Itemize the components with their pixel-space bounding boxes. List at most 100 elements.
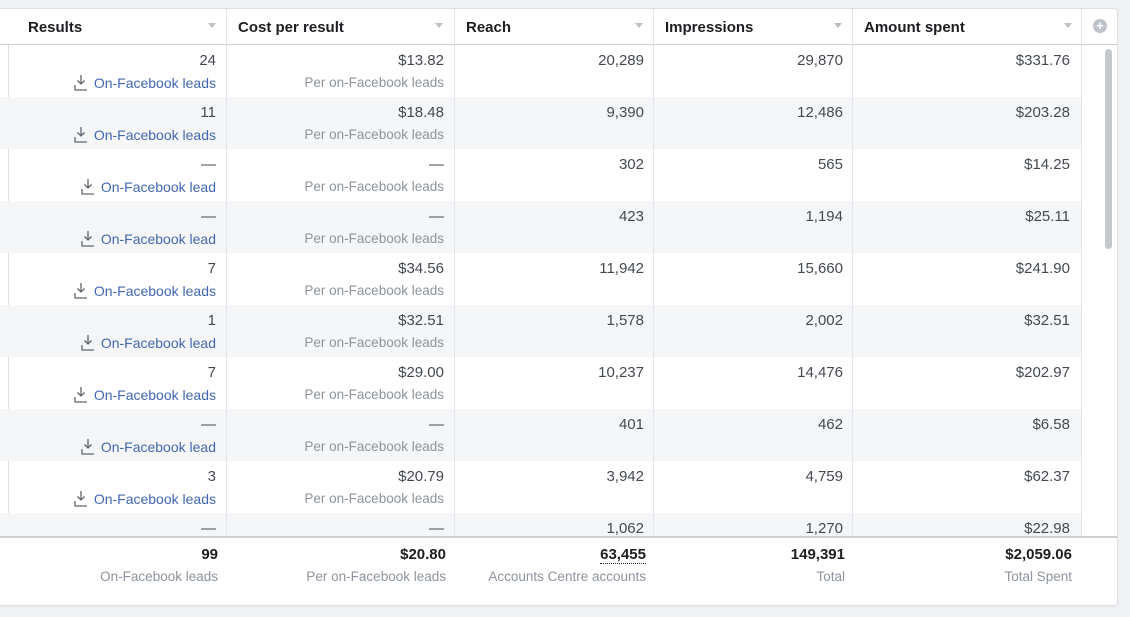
cell-cost-per-result: $29.00 Per on-Facebook leads (228, 357, 454, 409)
table-row[interactable]: — On-Facebook lead — Per on-Facebook leads… (0, 201, 1081, 253)
cost-per-result-subtext: Per on-Facebook leads (304, 283, 444, 298)
result-type-link[interactable]: On-Facebook lead (80, 178, 216, 196)
column-divider (653, 9, 654, 605)
cost-per-result-subtext: Per on-Facebook leads (304, 387, 444, 402)
table-row[interactable]: 7 On-Facebook leads $29.00 Per on-Facebook… (0, 357, 1081, 409)
total-results-label: On-Facebook leads (100, 569, 218, 584)
impressions-value: 1,270 (805, 520, 843, 536)
cell-cost-per-result: — Per on-Facebook leads (228, 409, 454, 461)
cost-per-result-value: $18.48 (398, 104, 444, 121)
cell-amount-spent: $25.11 (854, 201, 1080, 253)
sort-caret-icon[interactable] (635, 23, 643, 28)
amount-spent-value: $202.97 (1015, 364, 1070, 381)
plus-circle-icon[interactable]: + (1093, 19, 1107, 33)
cost-per-result-subtext: Per on-Facebook leads (304, 335, 444, 350)
result-type-link[interactable]: On-Facebook leads (73, 126, 216, 144)
cell-impressions: 12,486 (655, 97, 853, 149)
results-value: 3 (207, 468, 216, 485)
cell-results: — (18, 513, 226, 536)
cell-cost-per-result: $18.48 Per on-Facebook leads (228, 97, 454, 149)
column-header-label: Amount spent (864, 18, 965, 36)
cost-per-result-value: $29.00 (398, 364, 444, 381)
table-row[interactable]: — On-Facebook lead — Per on-Facebook leads… (0, 409, 1081, 461)
cell-impressions: 1,194 (655, 201, 853, 253)
cell-amount-spent: $331.76 (854, 45, 1080, 97)
sort-caret-icon[interactable] (834, 23, 842, 28)
result-type-link[interactable]: On-Facebook leads (73, 386, 216, 404)
cell-amount-spent: $6.58 (854, 409, 1080, 461)
table-row[interactable]: 24 On-Facebook leads $13.82 Per on-Faceboo… (0, 45, 1081, 97)
reach-value: 423 (618, 208, 644, 225)
result-type-link[interactable]: On-Facebook leads (73, 490, 216, 508)
cost-per-result-subtext: Per on-Facebook leads (304, 231, 444, 246)
impressions-value: 4,759 (805, 468, 843, 485)
total-reach-label: Accounts Centre accounts (488, 569, 646, 584)
cost-per-result-value: — (429, 520, 444, 536)
amount-spent-value: $331.76 (1015, 52, 1070, 69)
column-header-results[interactable]: Results (18, 9, 226, 45)
cost-per-result-value: $20.79 (398, 468, 444, 485)
total-reach-value[interactable]: 63,455 (600, 546, 646, 564)
result-type-label: On-Facebook leads (93, 75, 216, 91)
result-type-label: On-Facebook leads (93, 387, 216, 403)
reach-value: 3,942 (606, 468, 644, 485)
cell-amount-spent: $14.25 (854, 149, 1080, 201)
cell-amount-spent: $202.97 (854, 357, 1080, 409)
result-type-link[interactable]: On-Facebook leads (73, 74, 216, 92)
cell-cost-per-result: — (228, 513, 454, 536)
sort-caret-icon[interactable] (435, 23, 443, 28)
table-row[interactable]: 1 On-Facebook lead $32.51 Per on-Facebook … (0, 305, 1081, 357)
impressions-value: 12,486 (797, 104, 843, 121)
download-arrow-icon (73, 126, 89, 144)
total-spent-value: $2,059.06 (1005, 546, 1072, 563)
result-type-link[interactable]: On-Facebook lead (80, 230, 216, 248)
result-type-link[interactable]: On-Facebook leads (73, 282, 216, 300)
sort-caret-icon[interactable] (1064, 23, 1072, 28)
impressions-value: 15,660 (797, 260, 843, 277)
table-header: Results Cost per result Reach Impression… (0, 9, 1117, 45)
results-value: 1 (207, 312, 216, 329)
result-type-label: On-Facebook lead (100, 335, 216, 351)
cost-per-result-value: — (429, 416, 444, 433)
total-impressions-value: 149,391 (790, 546, 845, 563)
cell-impressions: 462 (655, 409, 853, 461)
table-row[interactable]: 11 On-Facebook leads $18.48 Per on-Faceboo… (0, 97, 1081, 149)
cost-per-result-value: $34.56 (398, 260, 444, 277)
cell-reach: 423 (456, 201, 654, 253)
vertical-scrollbar[interactable] (1100, 45, 1117, 536)
table-row[interactable]: 7 On-Facebook leads $34.56 Per on-Facebook… (0, 253, 1081, 305)
impressions-value: 2,002 (805, 312, 843, 329)
cell-impressions: 14,476 (655, 357, 853, 409)
column-header-amount-spent[interactable]: Amount spent (854, 9, 1080, 45)
totals-row: 99 On-Facebook leads $20.80 Per on-Faceb… (0, 536, 1117, 605)
reach-value: 302 (618, 156, 644, 173)
sort-caret-icon[interactable] (208, 23, 216, 28)
table-row[interactable]: — — 1,062 1,270 $22.98 (0, 513, 1081, 536)
download-arrow-icon (73, 386, 89, 404)
cell-impressions: 2,002 (655, 305, 853, 357)
cost-per-result-value: $32.51 (398, 312, 444, 329)
cell-results: — On-Facebook lead (18, 149, 226, 201)
cell-reach: 401 (456, 409, 654, 461)
result-type-link[interactable]: On-Facebook lead (80, 438, 216, 456)
total-results: 99 On-Facebook leads (18, 538, 226, 605)
column-header-label: Results (28, 18, 83, 36)
cell-amount-spent: $241.90 (854, 253, 1080, 305)
column-header-label: Impressions (665, 18, 754, 36)
reach-value: 1,578 (606, 312, 644, 329)
table-row[interactable]: — On-Facebook lead — Per on-Facebook leads… (0, 149, 1081, 201)
cell-amount-spent: $22.98 (854, 513, 1080, 536)
column-header-impressions[interactable]: Impressions (655, 9, 853, 45)
results-value: 11 (200, 104, 216, 121)
column-divider (454, 9, 455, 605)
column-divider (226, 9, 227, 605)
table-row[interactable]: 3 On-Facebook leads $20.79 Per on-Facebook… (0, 461, 1081, 513)
download-arrow-icon (73, 74, 89, 92)
result-type-link[interactable]: On-Facebook lead (80, 334, 216, 352)
column-header-cost-per-result[interactable]: Cost per result (228, 9, 454, 45)
amount-spent-value: $62.37 (1024, 468, 1070, 485)
column-header-reach[interactable]: Reach (456, 9, 654, 45)
scrollbar-thumb[interactable] (1105, 49, 1112, 249)
reach-value: 10,237 (598, 364, 644, 381)
total-spent: $2,059.06 Total Spent (854, 538, 1080, 605)
